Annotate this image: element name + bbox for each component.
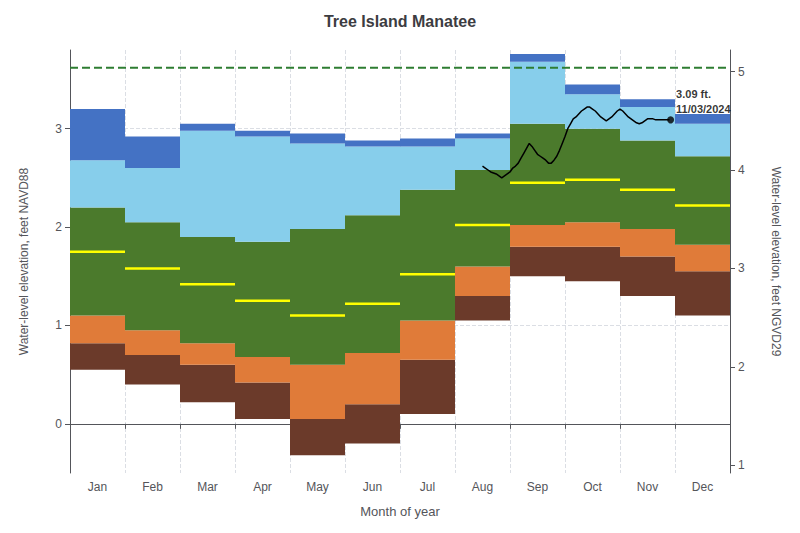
svg-text:Dec: Dec (692, 480, 713, 494)
svg-text:3: 3 (55, 122, 62, 136)
svg-text:2: 2 (55, 220, 62, 234)
svg-text:Apr: Apr (253, 480, 272, 494)
svg-text:2: 2 (738, 360, 745, 374)
svg-text:4: 4 (738, 163, 745, 177)
svg-text:Nov: Nov (637, 480, 658, 494)
svg-text:1: 1 (738, 458, 745, 472)
svg-text:Aug: Aug (472, 480, 493, 494)
svg-text:11/03/2024: 11/03/2024 (676, 103, 731, 115)
svg-text:May: May (306, 480, 329, 494)
svg-text:3: 3 (738, 261, 745, 275)
svg-text:Jul: Jul (420, 480, 435, 494)
svg-text:Oct: Oct (583, 480, 602, 494)
svg-text:Jan: Jan (88, 480, 107, 494)
svg-text:Tree Island Manatee: Tree Island Manatee (324, 13, 476, 30)
svg-text:3.09 ft.: 3.09 ft. (676, 88, 711, 100)
svg-text:5: 5 (738, 65, 745, 79)
svg-text:Month of year: Month of year (360, 504, 440, 519)
svg-text:Sep: Sep (527, 480, 549, 494)
svg-text:Jun: Jun (363, 480, 382, 494)
svg-text:Feb: Feb (142, 480, 163, 494)
svg-text:Water-level elevation, feet NG: Water-level elevation, feet NGVD29 (769, 167, 783, 357)
svg-text:Water-level elevation, feet NA: Water-level elevation, feet NAVD88 (17, 167, 31, 355)
svg-text:Mar: Mar (197, 480, 218, 494)
svg-text:1: 1 (55, 318, 62, 332)
svg-text:0: 0 (55, 417, 62, 431)
